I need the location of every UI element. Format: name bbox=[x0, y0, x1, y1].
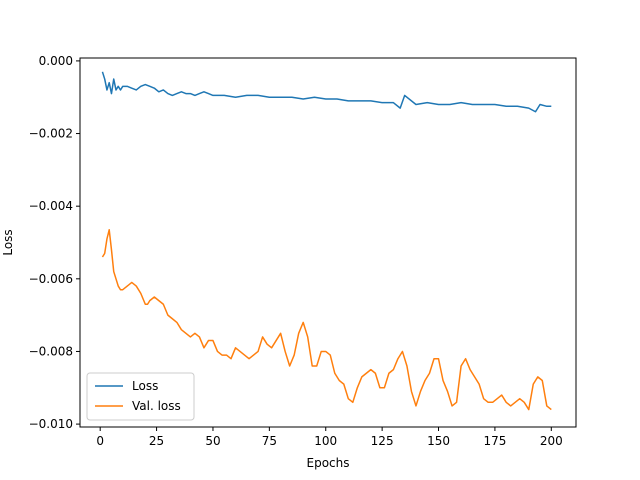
series-line-loss bbox=[101, 71, 552, 113]
y-tick-label: −0.002 bbox=[29, 127, 73, 141]
x-tick-label: 150 bbox=[427, 434, 450, 448]
plot-area bbox=[80, 58, 576, 427]
legend-box bbox=[86, 372, 195, 421]
x-tick-label: 25 bbox=[149, 434, 164, 448]
series-layer bbox=[101, 71, 552, 411]
y-axis-label: Loss bbox=[1, 229, 15, 255]
y-tick-label: −0.006 bbox=[29, 272, 73, 286]
y-tick-label: −0.008 bbox=[29, 344, 73, 358]
legend-entry: Val. loss bbox=[132, 399, 181, 413]
x-tick-label: 50 bbox=[205, 434, 220, 448]
series-line-val-loss bbox=[101, 229, 552, 411]
axes-frame bbox=[79, 57, 577, 428]
y-axis-ticks: 0.000 −0.002 −0.004 −0.006 −0.008 −0.010 bbox=[29, 54, 80, 431]
y-tick-label: 0.000 bbox=[39, 54, 73, 68]
x-tick-label: 100 bbox=[314, 434, 337, 448]
x-axis-label: Epochs bbox=[307, 456, 350, 470]
x-tick-label: 75 bbox=[262, 434, 277, 448]
legend-entry: Loss bbox=[132, 379, 158, 393]
y-tick-label: −0.004 bbox=[29, 199, 73, 213]
y-tick-label: −0.010 bbox=[29, 417, 73, 431]
x-tick-label: 125 bbox=[371, 434, 394, 448]
x-axis-ticks: 0 25 50 75 100 125 150 175 200 bbox=[96, 427, 563, 448]
x-tick-label: 0 bbox=[96, 434, 104, 448]
x-tick-label: 200 bbox=[540, 434, 563, 448]
legend: Loss Val. loss bbox=[86, 372, 195, 421]
x-tick-label: 175 bbox=[483, 434, 506, 448]
